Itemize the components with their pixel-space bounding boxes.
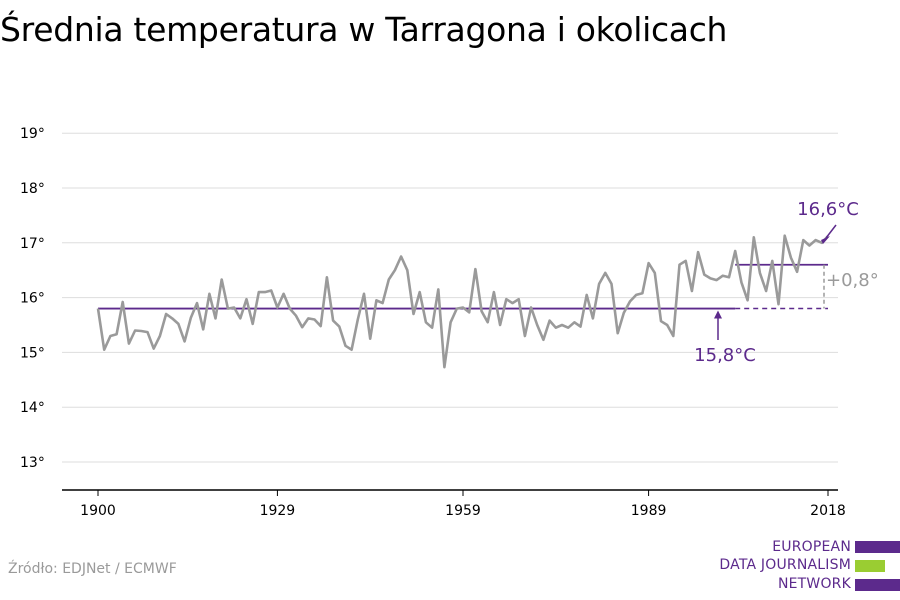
x-tick-label: 1929 xyxy=(260,503,296,519)
logo-bar-middle xyxy=(855,560,885,572)
baseline-mean-label: 15,8°C xyxy=(694,345,756,366)
logo-line-network: NETWORK xyxy=(777,576,851,592)
recent-arrow-shaft xyxy=(825,224,837,239)
logo-bar-bottom xyxy=(855,579,900,591)
y-tick-label: 14° xyxy=(20,400,45,416)
source-note: Źródło: EDJNet / ECMWF xyxy=(8,561,177,577)
logo-line-european: EUROPEAN xyxy=(772,539,851,555)
recent-mean-label: 16,6°C xyxy=(797,199,859,220)
logo-line-data-journalism: DATA JOURNALISM xyxy=(719,557,851,573)
series-layer xyxy=(96,234,829,369)
edjnet-logo: EUROPEAN DATA JOURNALISM NETWORK xyxy=(712,538,900,600)
temperature-series-line xyxy=(96,234,829,369)
y-tick-label: 16° xyxy=(20,291,45,307)
x-tick-label: 2018 xyxy=(810,503,846,519)
grid-layer xyxy=(62,132,838,496)
x-tick-label: 1900 xyxy=(80,503,116,519)
baseline-arrow-head xyxy=(714,310,722,319)
chart-title: Średnia temperatura w Tarragona i okolic… xyxy=(0,10,728,49)
difference-label: +0,8° xyxy=(826,270,879,291)
logo-bar-top xyxy=(855,541,900,553)
recent-arrow-head xyxy=(821,236,830,244)
tick-label-layer: 13° 14° 15° 16° 17° 18° 19° 1900 1929 1959 1989 201… xyxy=(20,126,846,519)
y-tick-label: 17° xyxy=(20,236,45,252)
annotation-layer: 15,8°C 16,6°C +0,8° xyxy=(694,199,879,366)
y-tick-label: 15° xyxy=(20,345,45,361)
y-tick-label: 18° xyxy=(20,181,45,197)
y-tick-label: 19° xyxy=(20,126,45,142)
x-tick-label: 1959 xyxy=(445,503,481,519)
y-tick-label: 13° xyxy=(20,455,45,471)
x-tick-label: 1989 xyxy=(631,503,667,519)
